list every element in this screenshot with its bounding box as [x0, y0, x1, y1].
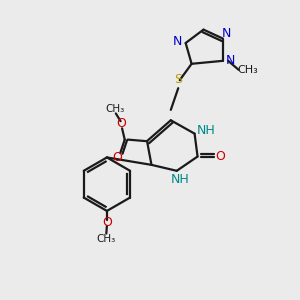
- Text: O: O: [112, 151, 122, 164]
- Text: O: O: [215, 150, 225, 163]
- Text: CH₃: CH₃: [238, 65, 259, 75]
- Text: N: N: [173, 35, 182, 48]
- Text: CH₃: CH₃: [106, 104, 125, 114]
- Text: O: O: [102, 216, 112, 229]
- Text: N: N: [222, 27, 231, 40]
- Text: NH: NH: [170, 173, 189, 186]
- Text: O: O: [116, 117, 126, 130]
- Text: S: S: [174, 73, 182, 86]
- Text: CH₃: CH₃: [96, 234, 116, 244]
- Text: NH: NH: [196, 124, 215, 136]
- Text: N: N: [226, 54, 235, 67]
